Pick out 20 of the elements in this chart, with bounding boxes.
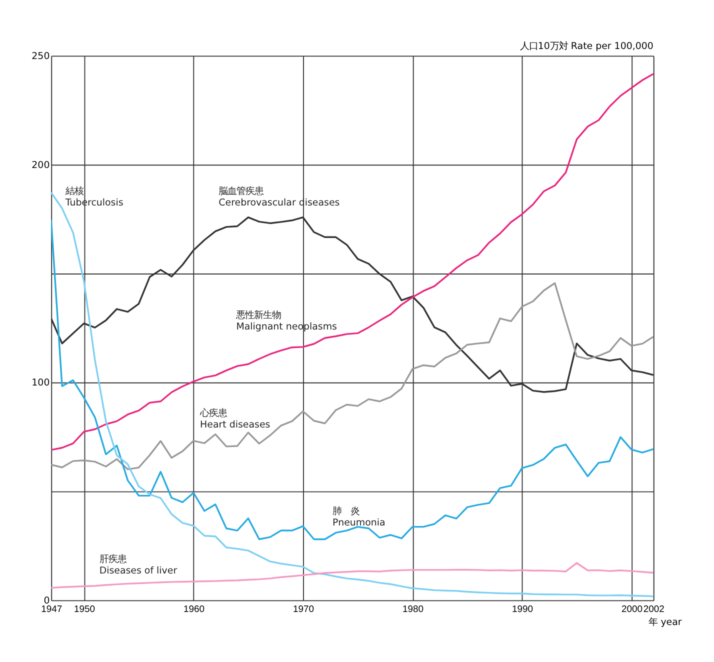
x-axis-title: 年 year (648, 616, 682, 628)
x-tick-label: 1970 (292, 604, 314, 616)
line-series (51, 72, 654, 451)
y-tick-label: 100 (32, 378, 50, 389)
x-tick-label: 2002 (643, 604, 664, 616)
series-label: 心疾患 Heart diseases (199, 408, 270, 430)
line-series (51, 219, 654, 540)
series-label: 肺 炎 Pneumonia (332, 506, 386, 529)
x-tick-label: 2000 (621, 604, 642, 616)
x-tick-label: 1947 (41, 604, 62, 616)
line-series (51, 282, 654, 470)
y-tick-label: 200 (32, 160, 50, 171)
series-label: 肝疾患 Diseases of liver (99, 554, 178, 576)
y-axis-title: 人口10万対 Rate per 100,000 (520, 41, 654, 52)
x-tick-label: 1990 (512, 604, 533, 616)
x-tick-label: 1980 (402, 604, 424, 616)
line-series (51, 562, 654, 589)
x-tick-label: 1960 (183, 604, 204, 616)
x-tick-label: 1950 (74, 604, 95, 616)
y-tick-label: 250 (32, 51, 50, 62)
